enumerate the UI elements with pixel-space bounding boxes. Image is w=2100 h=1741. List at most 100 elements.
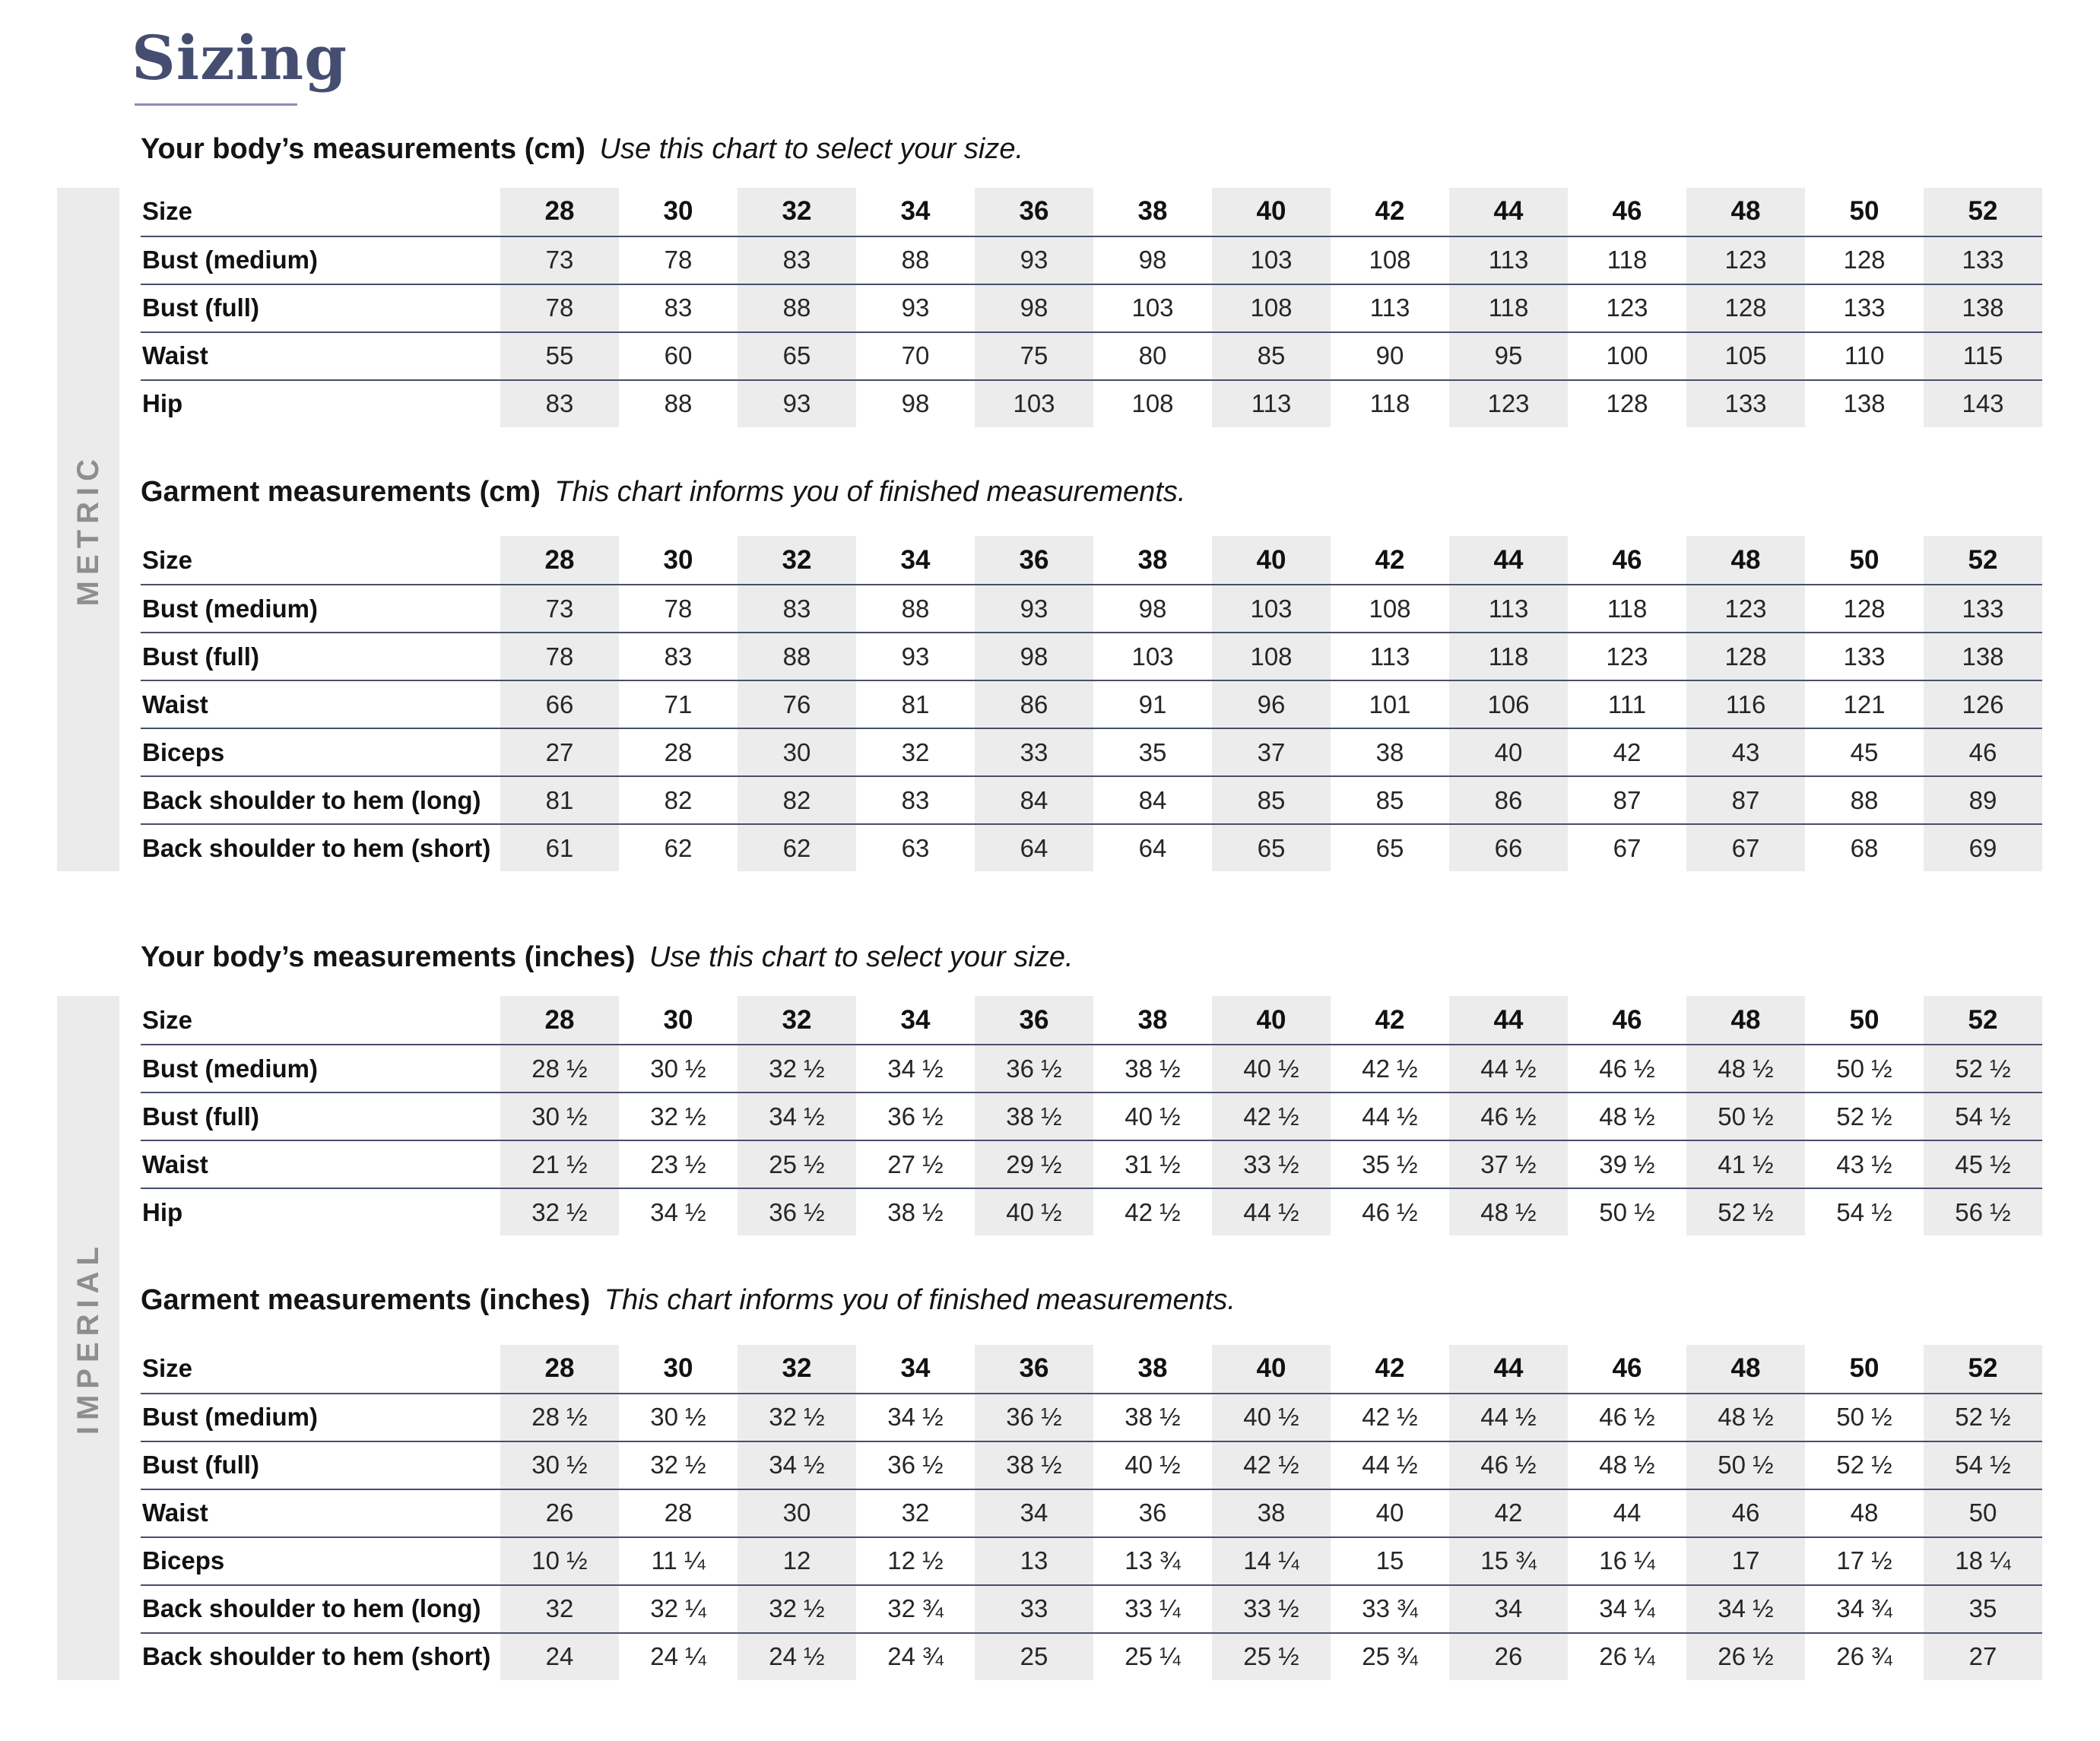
metric-tables: Size 28 30 32 34 36 38 40 42 44 46 48 50 52 Bust (medi… [141,187,2042,872]
column-stripe [500,187,619,427]
value-cell: 34 ½ [650,1197,706,1226]
value-cell: 42 [1494,1498,1523,1527]
value-cell: 98 [1020,293,1048,322]
value-cell: 103 [1250,594,1293,623]
size-header-cell: 42 [1375,196,1405,227]
value-cell: 28 [664,1498,693,1527]
size-header-cell: 30 [663,544,693,575]
value-cell: 34 [1494,1594,1523,1623]
value-cell: 128 [1843,246,1886,274]
size-header-cell: 34 [900,544,931,575]
heading-italic-text: This chart informs you of finished measu… [604,1284,1236,1317]
measurement-label: Back shoulder to hem (long) [142,1594,481,1623]
column-stripe [1924,996,2042,1236]
heading-bold-text: Garment measurements (cm) [141,475,541,508]
value-cell: 10 ½ [531,1546,588,1575]
table-row: Back shoulder to hem (short) 61 62 62 63 64 64… [141,823,2042,871]
value-cell: 42 ½ [1362,1403,1418,1432]
size-header-cell: 36 [1019,1004,1049,1035]
value-cell: 54 ½ [1836,1197,1892,1226]
value-cell: 98 [1138,594,1167,623]
value-cell: 89 [1968,785,1997,814]
value-cell: 118 [1488,642,1529,671]
value-cell: 98 [1138,246,1167,274]
value-cell: 48 ½ [1599,1451,1655,1479]
imperial-bar-zone: IMPERIAL Size 28 30 32 34 36 38 40 42 44 46 48 50 52 B… [57,996,2100,1680]
value-cell: 11 ¼ [651,1546,706,1575]
measurement-label: Waist [142,341,208,370]
value-cell: 138 [1962,293,2004,322]
value-cell: 118 [1607,246,1648,274]
value-cell: 28 [664,737,693,766]
size-header-cell: 48 [1730,1353,1761,1384]
value-cell: 13 [1020,1546,1048,1575]
value-cell: 32 ½ [769,1054,825,1083]
garment-measurements-inches-table: Size 28 30 32 34 36 38 40 42 44 46 48 50 52 Bust (medi… [141,1344,2042,1680]
body-measurements-cm-heading: Your body’s measurements (cm) Use this c… [141,133,2100,166]
measurement-label: Hip [142,389,183,418]
column-stripe [500,1344,619,1680]
value-cell: 80 [1138,341,1167,370]
value-cell: 85 [1257,785,1286,814]
value-cell: 108 [1250,642,1293,671]
body-measurements-inches-heading: Your body’s measurements (inches) Use th… [141,941,2100,975]
size-header-cell: 40 [1256,1004,1286,1035]
value-cell: 36 ½ [887,1451,944,1479]
value-cell: 100 [1606,341,1648,370]
value-cell: 41 ½ [1718,1150,1774,1178]
value-cell: 38 ½ [1125,1054,1181,1083]
value-cell: 42 ½ [1243,1102,1299,1131]
size-header-cell: 30 [663,196,693,227]
value-cell: 12 [782,1546,811,1575]
value-cell: 123 [1606,642,1648,671]
size-header-cell: 34 [900,196,931,227]
column-stripe [975,996,1093,1236]
value-cell: 123 [1606,293,1648,322]
size-header-cell: 44 [1493,196,1524,227]
value-cell: 36 ½ [1006,1054,1062,1083]
value-cell: 32 ½ [769,1403,825,1432]
value-cell: 15 ¾ [1480,1546,1537,1575]
value-cell: 118 [1369,389,1410,418]
value-cell: 40 ½ [1006,1197,1062,1226]
value-cell: 36 ½ [769,1197,825,1226]
value-cell: 37 [1257,737,1286,766]
value-cell: 26 [545,1498,574,1527]
value-cell: 73 [545,594,574,623]
body-measurements-inches-table: Size 28 30 32 34 36 38 40 42 44 46 48 50 52 Bust (medi… [141,996,2042,1236]
value-cell: 103 [1013,389,1055,418]
size-header-cell: 42 [1375,544,1405,575]
value-cell: 50 ½ [1599,1197,1655,1226]
value-cell: 71 [664,690,693,718]
value-cell: 108 [1369,246,1411,274]
table-row: Waist 55 60 65 70 75 80 85 90 95 100 105 110 115 [141,331,2042,379]
value-cell: 108 [1369,594,1411,623]
measurement-label: Waist [142,1498,208,1527]
value-cell: 65 [1257,833,1286,862]
size-header-cell: 52 [1968,544,1998,575]
value-cell: 64 [1020,833,1048,862]
value-cell: 81 [901,690,930,718]
value-cell: 67 [1731,833,1760,862]
size-header-cell: 42 [1375,1004,1405,1035]
value-cell: 128 [1724,293,1767,322]
value-cell: 32 ½ [531,1197,588,1226]
value-cell: 85 [1257,341,1286,370]
size-header-cell: 50 [1849,1004,1880,1035]
size-header-cell: 28 [544,1004,575,1035]
table-row: Back shoulder to hem (long) 81 82 82 83 84 84 8… [141,775,2042,823]
value-cell: 118 [1607,594,1648,623]
value-cell: 113 [1251,389,1292,418]
value-cell: 23 ½ [650,1150,706,1178]
measurement-label: Biceps [142,737,225,766]
column-stripe [1449,996,1568,1236]
value-cell: 113 [1488,246,1529,274]
size-header-cell: 52 [1968,1353,1998,1384]
value-cell: 17 [1731,1546,1760,1575]
value-cell: 48 [1850,1498,1879,1527]
table-row: Waist 66 71 76 81 86 91 96 101 106 111 116 121 126 [141,680,2042,728]
value-cell: 105 [1724,341,1767,370]
value-cell: 27 [1968,1642,1997,1671]
table-row: Biceps 27 28 30 32 33 35 37 38 40 42 43 45 46 [141,728,2042,775]
column-stripe [1212,187,1331,427]
